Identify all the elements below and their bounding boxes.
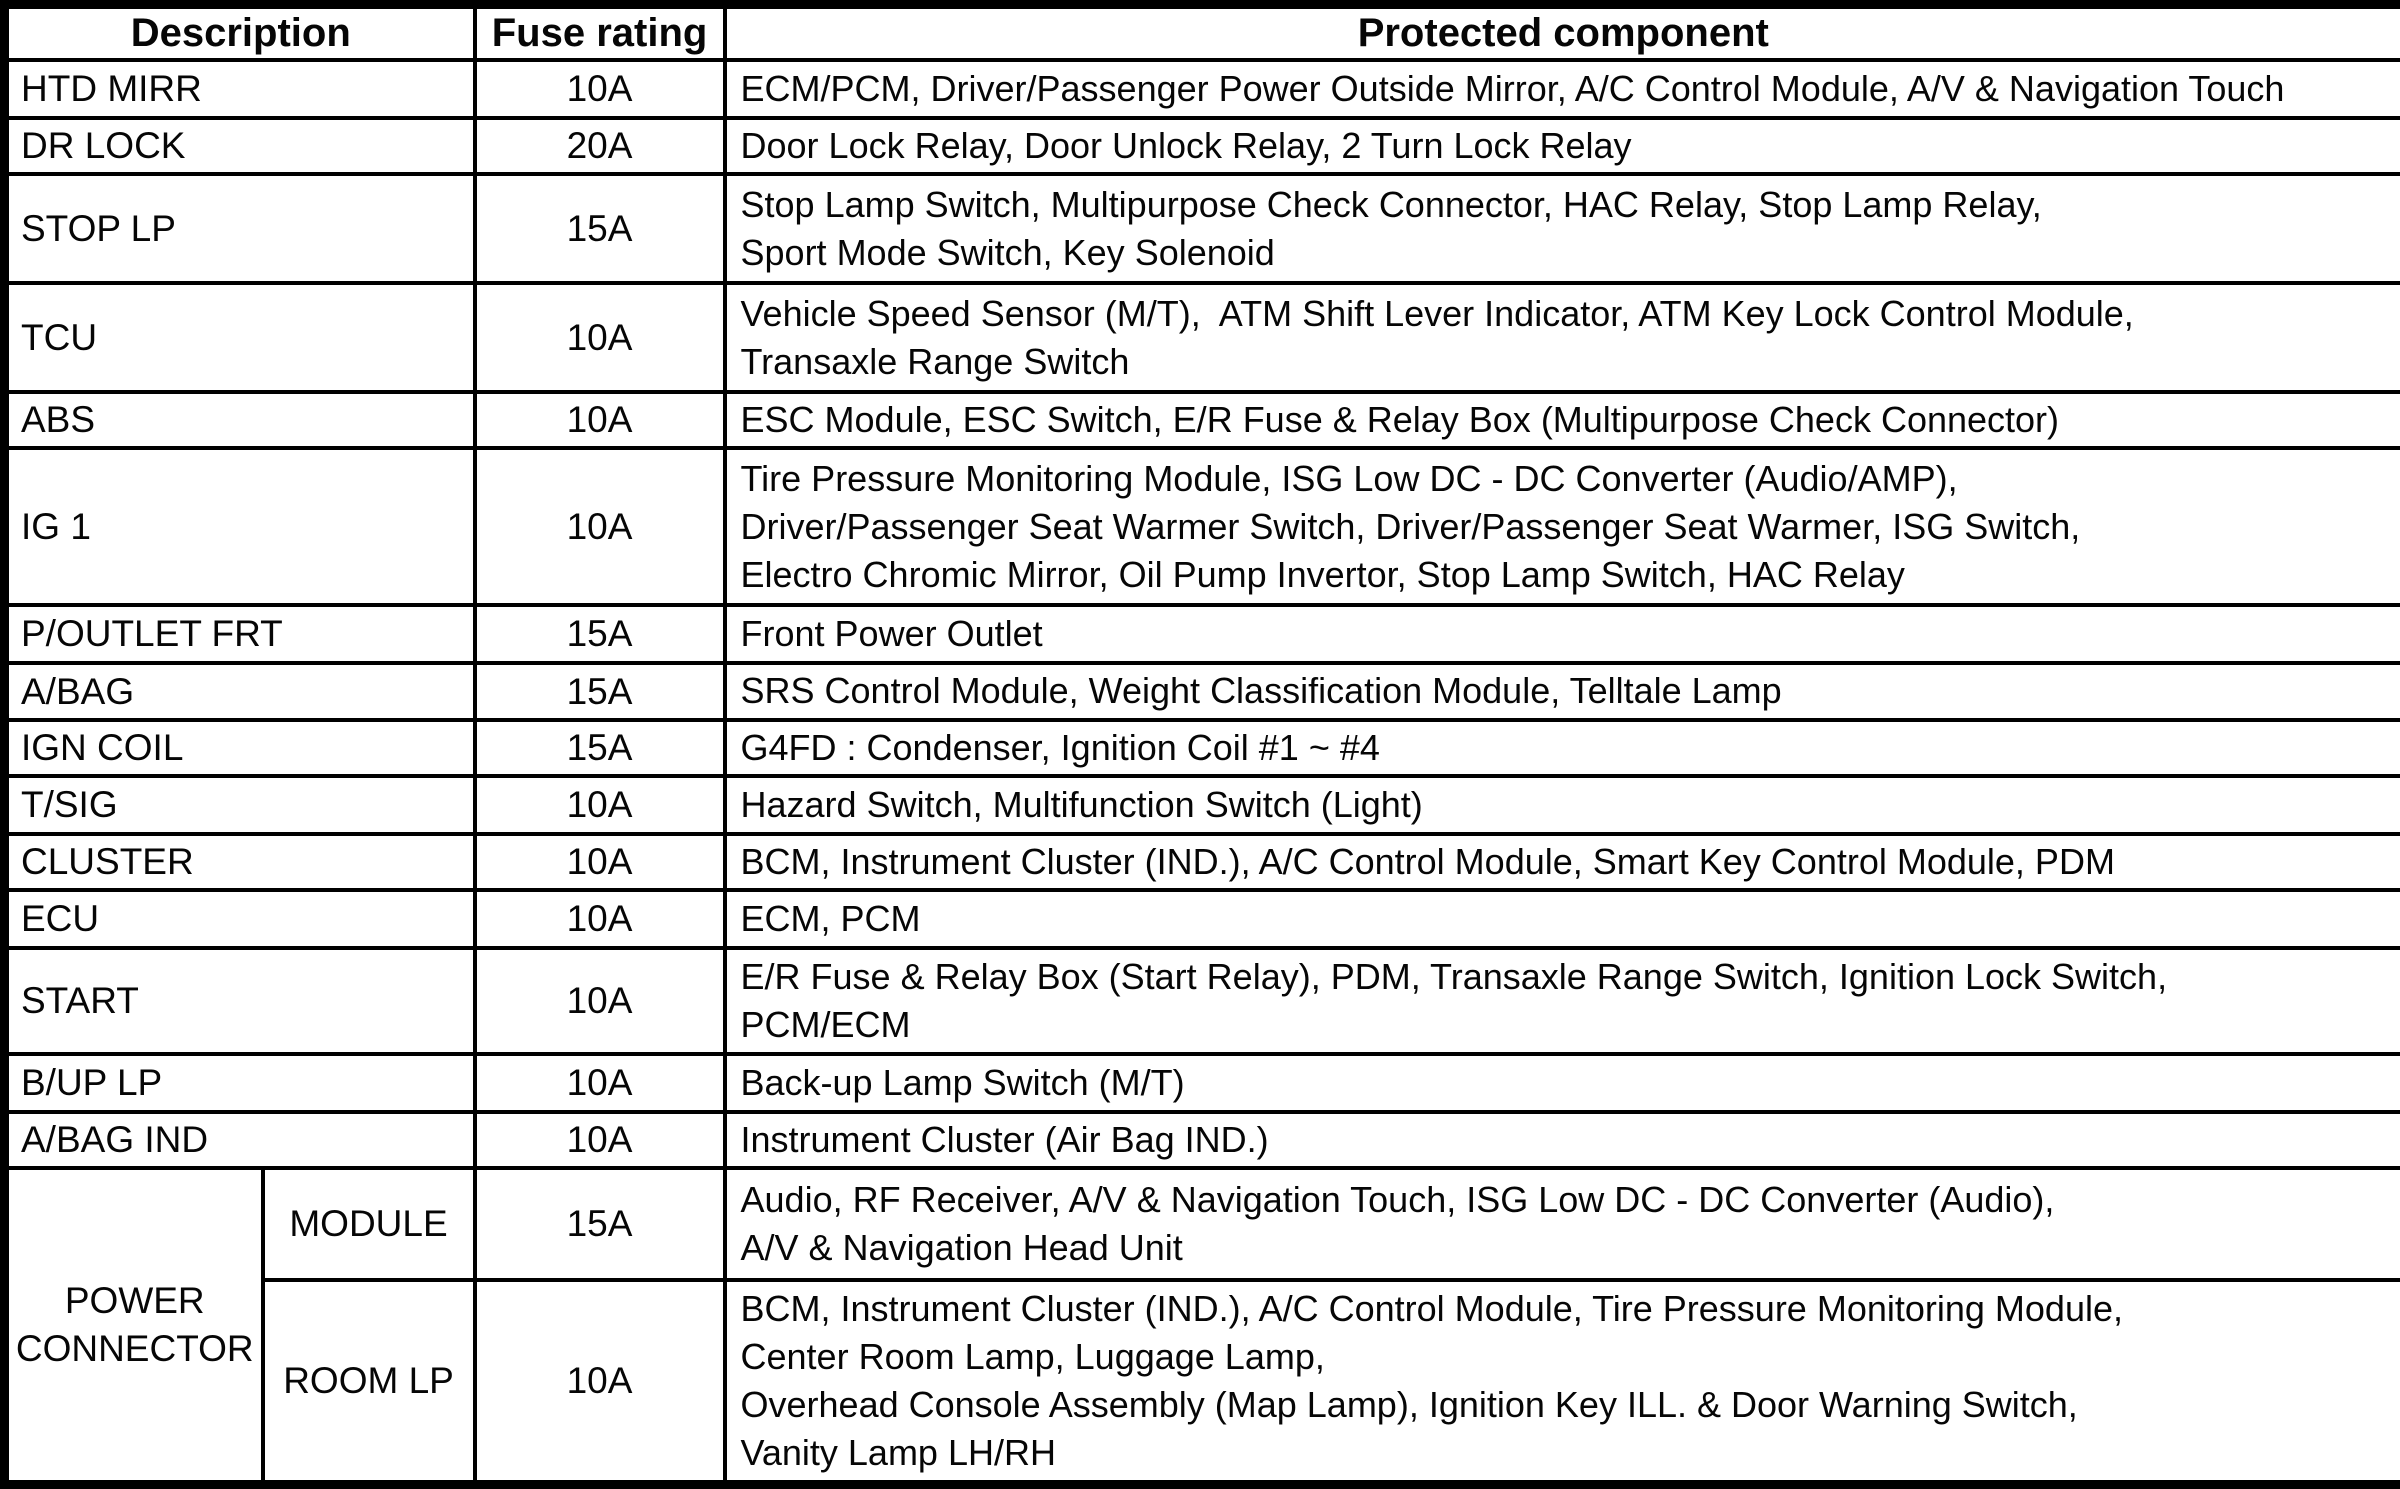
table-row-ign-coil: IGN COIL 15A G4FD : Condenser, Ignition … [5, 720, 2400, 776]
component-cell: Front Power Outlet [725, 605, 2400, 663]
table-row-t-sig: T/SIG 10A Hazard Switch, Multifunction S… [5, 776, 2400, 834]
rating-cell: 10A [475, 448, 725, 605]
component-cell: SRS Control Module, Weight Classificatio… [725, 663, 2400, 719]
rating-cell: 15A [475, 605, 725, 663]
header-row: Description Fuse rating Protected compon… [5, 5, 2400, 61]
description-cell: T/SIG [5, 776, 475, 834]
description-cell: P/OUTLET FRT [5, 605, 475, 663]
rating-cell: 10A [475, 283, 725, 392]
rating-cell: 10A [475, 392, 725, 448]
rating-cell: 10A [475, 1054, 725, 1112]
component-cell: Back-up Lamp Switch (M/T) [725, 1054, 2400, 1112]
description-cell: IG 1 [5, 448, 475, 605]
description-cell: STOP LP [5, 174, 475, 283]
component-cell: Stop Lamp Switch, Multipurpose Check Con… [725, 174, 2400, 283]
table-row-p-outlet-frt: P/OUTLET FRT 15A Front Power Outlet [5, 605, 2400, 663]
description-cell: CLUSTER [5, 834, 475, 890]
table-row-a-bag: A/BAG 15A SRS Control Module, Weight Cla… [5, 663, 2400, 719]
table-row-htd-mirr: HTD MIRR 10A ECM/PCM, Driver/Passenger P… [5, 60, 2400, 118]
component-cell: Door Lock Relay, Door Unlock Relay, 2 Tu… [725, 118, 2400, 174]
component-cell: ECM/PCM, Driver/Passenger Power Outside … [725, 60, 2400, 118]
rating-cell: 10A [475, 1280, 725, 1484]
power-connector-group-cell: POWER CONNECTOR [5, 1168, 263, 1484]
description-cell: A/BAG [5, 663, 475, 719]
table-row-dr-lock: DR LOCK 20A Door Lock Relay, Door Unlock… [5, 118, 2400, 174]
description-cell: HTD MIRR [5, 60, 475, 118]
component-cell: ESC Module, ESC Switch, E/R Fuse & Relay… [725, 392, 2400, 448]
sub-description-cell: MODULE [263, 1168, 475, 1280]
component-cell: BCM, Instrument Cluster (IND.), A/C Cont… [725, 1280, 2400, 1484]
rating-cell: 10A [475, 60, 725, 118]
description-cell: B/UP LP [5, 1054, 475, 1112]
table-row-start: START 10A E/R Fuse & Relay Box (Start Re… [5, 948, 2400, 1054]
rating-cell: 10A [475, 1112, 725, 1168]
table-row-abs: ABS 10A ESC Module, ESC Switch, E/R Fuse… [5, 392, 2400, 448]
table-row-ecu: ECU 10A ECM, PCM [5, 890, 2400, 948]
table-row-stop-lp: STOP LP 15A Stop Lamp Switch, Multipurpo… [5, 174, 2400, 283]
rating-cell: 10A [475, 890, 725, 948]
rating-cell: 15A [475, 1168, 725, 1280]
component-cell: E/R Fuse & Relay Box (Start Relay), PDM,… [725, 948, 2400, 1054]
sub-description-cell: ROOM LP [263, 1280, 475, 1484]
rating-cell: 15A [475, 663, 725, 719]
description-cell: TCU [5, 283, 475, 392]
description-cell: IGN COIL [5, 720, 475, 776]
rating-cell: 20A [475, 118, 725, 174]
table-row-cluster: CLUSTER 10A BCM, Instrument Cluster (IND… [5, 834, 2400, 890]
description-cell: DR LOCK [5, 118, 475, 174]
component-cell: Tire Pressure Monitoring Module, ISG Low… [725, 448, 2400, 605]
description-cell: ECU [5, 890, 475, 948]
table-row-ig1: IG 1 10A Tire Pressure Monitoring Module… [5, 448, 2400, 605]
component-cell: Audio, RF Receiver, A/V & Navigation Tou… [725, 1168, 2400, 1280]
component-cell: ECM, PCM [725, 890, 2400, 948]
component-cell: Hazard Switch, Multifunction Switch (Lig… [725, 776, 2400, 834]
description-cell: START [5, 948, 475, 1054]
component-cell: Instrument Cluster (Air Bag IND.) [725, 1112, 2400, 1168]
header-description: Description [5, 5, 475, 61]
component-cell: BCM, Instrument Cluster (IND.), A/C Cont… [725, 834, 2400, 890]
component-cell: G4FD : Condenser, Ignition Coil #1 ~ #4 [725, 720, 2400, 776]
description-cell: A/BAG IND [5, 1112, 475, 1168]
component-cell: Vehicle Speed Sensor (M/T), ATM Shift Le… [725, 283, 2400, 392]
table-row-a-bag-ind: A/BAG IND 10A Instrument Cluster (Air Ba… [5, 1112, 2400, 1168]
rating-cell: 10A [475, 948, 725, 1054]
rating-cell: 15A [475, 174, 725, 283]
table-row-power-connector-room-lp: ROOM LP 10A BCM, Instrument Cluster (IND… [5, 1280, 2400, 1484]
table-row-power-connector-module: POWER CONNECTOR MODULE 15A Audio, RF Rec… [5, 1168, 2400, 1280]
rating-cell: 10A [475, 776, 725, 834]
description-cell: ABS [5, 392, 475, 448]
header-fuse-rating: Fuse rating [475, 5, 725, 61]
rating-cell: 15A [475, 720, 725, 776]
header-protected-component: Protected component [725, 5, 2400, 61]
rating-cell: 10A [475, 834, 725, 890]
table-row-b-up-lp: B/UP LP 10A Back-up Lamp Switch (M/T) [5, 1054, 2400, 1112]
table-row-tcu: TCU 10A Vehicle Speed Sensor (M/T), ATM … [5, 283, 2400, 392]
